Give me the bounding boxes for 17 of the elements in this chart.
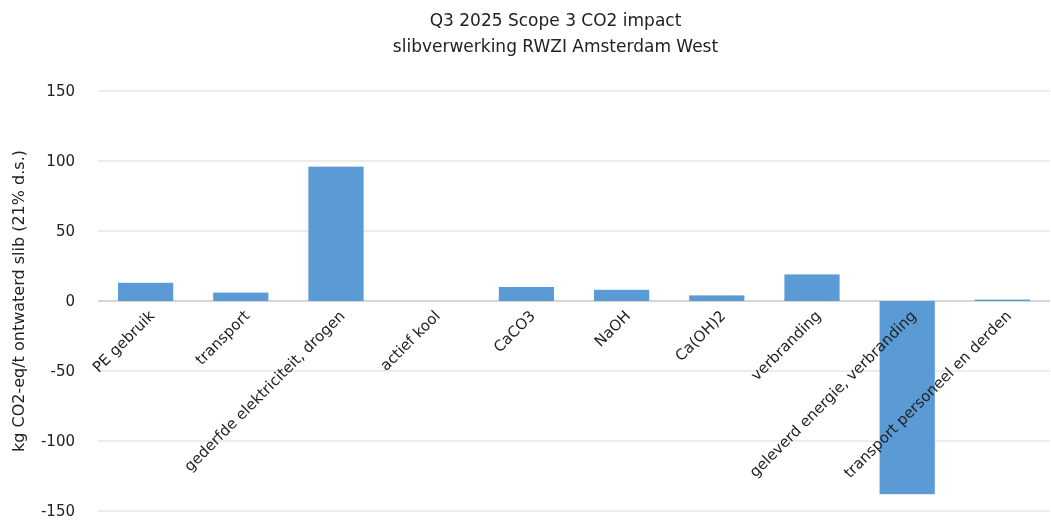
- y-tick-label: -150: [40, 502, 75, 521]
- y-tick-label: -50: [50, 362, 75, 381]
- bar: [784, 274, 840, 301]
- bar: [213, 292, 269, 301]
- bar: [593, 289, 650, 301]
- bar: [308, 166, 364, 301]
- y-tick-label: 100: [46, 152, 75, 171]
- chart-subtitle: slibverwerking RWZI Amsterdam West: [392, 36, 719, 56]
- y-tick-label: 150: [46, 82, 75, 101]
- y-axis-title: kg CO2-eq/t ontwaterd slib (21% d.s.): [9, 150, 28, 452]
- y-tick-label: -100: [40, 432, 75, 451]
- bar: [117, 282, 174, 301]
- bar: [689, 295, 745, 301]
- y-tick-label: 0: [65, 292, 75, 311]
- bar: [498, 287, 555, 301]
- y-tick-label: 50: [55, 222, 75, 241]
- chart-title: Q3 2025 Scope 3 CO2 impact: [429, 10, 682, 30]
